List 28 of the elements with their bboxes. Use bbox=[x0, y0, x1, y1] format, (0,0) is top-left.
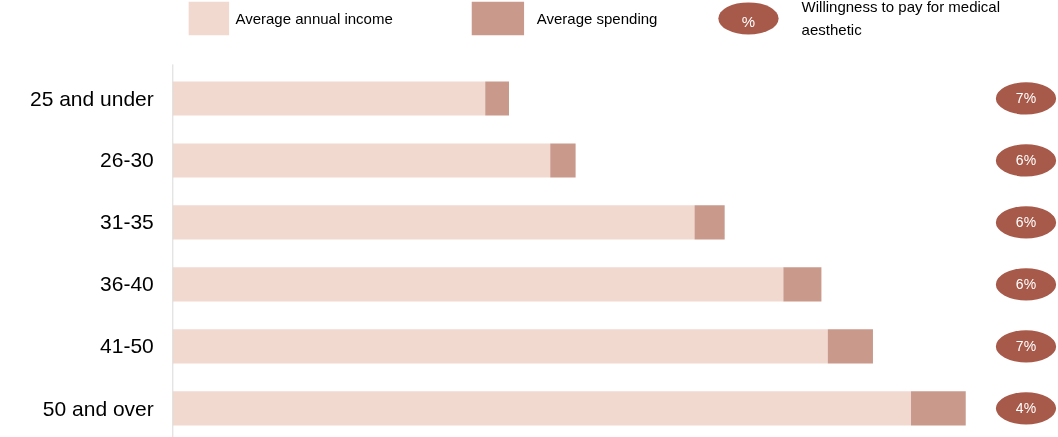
bar bbox=[172, 205, 695, 240]
bar bbox=[550, 143, 576, 178]
y-tick-label: 25 and under bbox=[30, 86, 154, 110]
bar bbox=[911, 391, 966, 426]
y-tick-label: 31-35 bbox=[100, 210, 154, 234]
data-label: 6% bbox=[1015, 276, 1037, 293]
data-label: 6% bbox=[1015, 214, 1037, 231]
y-tick-label: 50 and over bbox=[42, 396, 154, 420]
legend-label: Average annual income bbox=[235, 9, 393, 27]
data-label: 7% bbox=[1015, 338, 1037, 355]
bar bbox=[172, 267, 784, 302]
bar bbox=[172, 329, 828, 364]
bar bbox=[783, 267, 822, 302]
bar bbox=[172, 143, 551, 178]
y-tick-label: 26-30 bbox=[100, 148, 154, 172]
data-label: 6% bbox=[1015, 152, 1037, 169]
bar bbox=[694, 205, 725, 240]
text: % bbox=[741, 13, 756, 31]
y-tick-label: 41-50 bbox=[100, 334, 154, 358]
data-label: 7% bbox=[1015, 90, 1037, 107]
bar bbox=[485, 81, 509, 116]
y-tick-label: 36-40 bbox=[100, 272, 154, 296]
bar bbox=[172, 81, 486, 116]
legend-label: Average spending bbox=[536, 9, 658, 27]
bar bbox=[172, 391, 912, 426]
data-label: 4% bbox=[1015, 400, 1037, 417]
bar bbox=[827, 329, 873, 364]
legend-label: Willingness to pay for medical aesthetic bbox=[801, 0, 1001, 39]
